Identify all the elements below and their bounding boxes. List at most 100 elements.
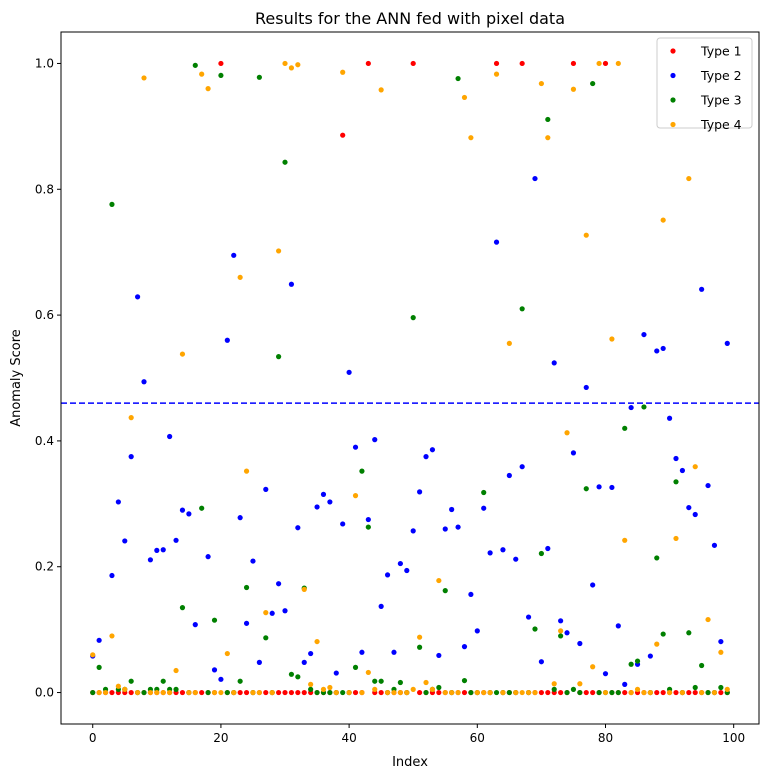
data-point bbox=[666, 689, 673, 696]
data-point bbox=[699, 662, 705, 669]
data-point bbox=[340, 689, 346, 696]
data-point bbox=[231, 252, 237, 258]
data-point bbox=[417, 634, 423, 640]
data-point bbox=[724, 686, 730, 693]
data-point bbox=[673, 535, 679, 542]
data-point bbox=[109, 201, 115, 207]
data-point bbox=[320, 491, 327, 497]
data-point bbox=[423, 689, 429, 696]
data-point bbox=[192, 62, 198, 68]
data-point bbox=[397, 689, 403, 696]
data-point bbox=[590, 80, 596, 87]
data-point bbox=[115, 499, 121, 505]
data-point bbox=[487, 689, 493, 696]
data-point bbox=[583, 384, 589, 391]
x-tick-label: 40 bbox=[341, 731, 356, 745]
data-point bbox=[545, 545, 551, 552]
data-point bbox=[481, 489, 487, 496]
data-point bbox=[449, 506, 455, 513]
data-point bbox=[615, 60, 621, 67]
data-point bbox=[295, 62, 301, 68]
data-point bbox=[583, 486, 589, 492]
data-point bbox=[590, 582, 596, 588]
data-point bbox=[686, 689, 692, 696]
data-point bbox=[641, 331, 647, 338]
data-point bbox=[243, 689, 250, 696]
data-point bbox=[686, 175, 692, 182]
data-point bbox=[622, 689, 628, 696]
data-point bbox=[288, 689, 295, 696]
x-tick-label: 0 bbox=[89, 731, 97, 745]
data-point bbox=[699, 689, 705, 696]
data-point bbox=[211, 689, 218, 696]
data-point bbox=[96, 637, 102, 643]
data-point bbox=[622, 425, 628, 431]
data-point bbox=[327, 684, 333, 691]
data-point bbox=[551, 686, 557, 693]
data-point bbox=[218, 60, 224, 67]
data-point bbox=[538, 659, 544, 665]
data-point bbox=[333, 689, 339, 696]
data-points bbox=[90, 60, 730, 696]
legend-label: Type 4 bbox=[700, 117, 742, 132]
data-point bbox=[295, 689, 301, 696]
data-point bbox=[436, 652, 442, 659]
data-point bbox=[474, 689, 480, 696]
data-point bbox=[320, 686, 327, 693]
data-point bbox=[647, 689, 653, 696]
data-point bbox=[378, 689, 384, 696]
data-point bbox=[352, 689, 359, 696]
series-2 bbox=[90, 175, 730, 687]
data-point bbox=[237, 515, 243, 521]
x-tick-label: 60 bbox=[470, 731, 485, 745]
data-point bbox=[570, 450, 577, 456]
data-point bbox=[545, 689, 551, 696]
data-point bbox=[622, 537, 628, 543]
data-point bbox=[461, 689, 468, 696]
data-point bbox=[692, 684, 698, 691]
data-point bbox=[141, 689, 147, 696]
data-point bbox=[192, 622, 198, 628]
data-point bbox=[493, 60, 500, 67]
data-point bbox=[308, 686, 314, 693]
data-point bbox=[263, 610, 269, 616]
data-point bbox=[705, 689, 711, 696]
data-point bbox=[237, 689, 243, 696]
data-point bbox=[211, 667, 218, 673]
data-point bbox=[391, 649, 397, 655]
data-point bbox=[243, 620, 250, 626]
data-point bbox=[596, 689, 602, 696]
data-point bbox=[660, 345, 666, 352]
data-point bbox=[263, 486, 269, 492]
data-point bbox=[525, 689, 532, 696]
data-point bbox=[506, 472, 512, 479]
data-point bbox=[346, 689, 352, 696]
data-point bbox=[481, 505, 487, 511]
data-point bbox=[211, 617, 218, 623]
data-point bbox=[282, 689, 288, 696]
plot-frame bbox=[60, 31, 760, 725]
data-point bbox=[724, 340, 730, 346]
data-point bbox=[218, 72, 224, 79]
data-point bbox=[378, 87, 384, 93]
data-point bbox=[134, 689, 141, 696]
data-point bbox=[359, 468, 365, 474]
data-point bbox=[468, 689, 474, 696]
data-point bbox=[340, 521, 346, 527]
data-point bbox=[615, 623, 621, 629]
data-point bbox=[622, 681, 628, 687]
data-point bbox=[179, 507, 186, 513]
data-point bbox=[711, 689, 718, 696]
data-point bbox=[718, 689, 724, 696]
data-point bbox=[147, 557, 154, 563]
data-point bbox=[276, 354, 282, 360]
data-point bbox=[705, 482, 711, 489]
data-point bbox=[218, 689, 224, 696]
data-point bbox=[577, 689, 583, 696]
data-point bbox=[173, 686, 179, 693]
data-point bbox=[269, 610, 275, 616]
data-point bbox=[128, 415, 134, 421]
data-point bbox=[615, 689, 621, 696]
data-point bbox=[276, 689, 282, 696]
data-point bbox=[109, 689, 115, 696]
